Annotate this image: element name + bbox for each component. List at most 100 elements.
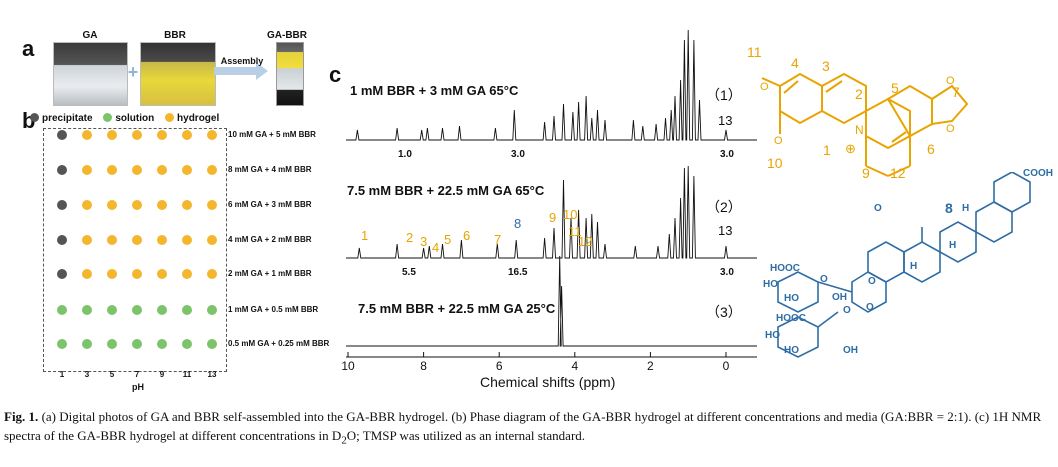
trace-3-label: 7.5 mM BBR + 22.5 mM GA 25°C <box>358 301 556 316</box>
phase-ph-tick: 13 <box>207 370 217 379</box>
ga-label: HOOC <box>776 313 806 324</box>
berberine-structure: O O N O O <box>760 72 969 177</box>
ga-label: COOH <box>1023 168 1053 179</box>
trace-1-integral-2: 3.0 <box>511 149 525 160</box>
legend-dot-solution <box>103 113 113 122</box>
phase-dot-hydrogel <box>82 130 92 140</box>
phase-dot-solution <box>57 305 67 315</box>
bbr-o-10: O <box>774 135 783 147</box>
ga-structure <box>777 172 1031 358</box>
nmr-x-axis-title: Chemical shifts (ppm) <box>480 374 616 390</box>
phase-dot-hydrogel <box>182 269 192 279</box>
bbr-o-11: O <box>760 81 769 93</box>
phase-ph-tick: 9 <box>159 370 165 379</box>
phase-dot-hydrogel <box>157 165 167 175</box>
phase-dot-precipitate <box>57 165 67 175</box>
phase-dot-hydrogel <box>82 235 92 245</box>
phase-dot-solution <box>107 305 117 315</box>
ga-label: HO <box>784 345 799 356</box>
phase-dot-hydrogel <box>132 165 142 175</box>
phase-dot-solution <box>57 339 67 349</box>
assembly-label: Assembly <box>220 56 264 66</box>
ga-label: H <box>962 203 970 214</box>
peak-label-12: 12 <box>578 234 593 249</box>
assembly-arrow <box>214 62 268 80</box>
ga-label: O <box>820 274 828 285</box>
phase-dot-solution <box>207 339 217 349</box>
phase-dot-precipitate <box>57 130 67 140</box>
ga-label: HO <box>784 293 799 304</box>
phase-dot-hydrogel <box>182 130 192 140</box>
phase-ph-tick: 1 <box>59 370 65 379</box>
trace-1-peak-13: 13 <box>718 113 733 128</box>
phase-dot-solution <box>157 339 167 349</box>
phase-dot-hydrogel <box>107 130 117 140</box>
trace-1-integral-3: 3.0 <box>720 149 734 160</box>
phase-row-label: 10 mM GA + 5 mM BBR <box>228 130 316 139</box>
phase-dot-precipitate <box>57 269 67 279</box>
photo-plus: + <box>127 62 139 82</box>
nmr-axis-tick-label: 10 <box>341 359 355 373</box>
phase-dot-hydrogel <box>207 130 217 140</box>
phase-row-label: 4 mM GA + 2 mM BBR <box>228 235 312 244</box>
legend-dot-hydrogel <box>165 113 175 122</box>
phase-row-label: 8 mM GA + 4 mM BBR <box>228 165 312 174</box>
phase-dot-hydrogel <box>82 269 92 279</box>
photo-bbr <box>140 42 216 106</box>
bbr-o-a: O <box>946 75 955 87</box>
ga-label: HO <box>763 279 778 290</box>
peak-label-8: 8 <box>514 216 522 231</box>
bbr-number-9: 9 <box>862 165 870 181</box>
photo-label-gabbr: GA-BBR <box>267 30 307 41</box>
caption-fig-label: Fig. 1. <box>4 409 39 424</box>
trace-2-index: （2） <box>706 199 742 215</box>
peak-label-11: 11 <box>568 224 582 239</box>
legend-label-hydrogel: hydrogel <box>177 113 220 124</box>
phase-dot-hydrogel <box>207 269 217 279</box>
trace-3-index: （3） <box>706 304 742 320</box>
trace-2-label: 7.5 mM BBR + 22.5 mM GA 65°C <box>347 183 545 198</box>
peak-label-4: 4 <box>432 240 440 255</box>
photo-ga <box>53 42 128 106</box>
bbr-number-12: 12 <box>890 165 906 181</box>
bbr-charge: ⊕ <box>845 141 856 156</box>
peak-label-5: 5 <box>444 232 452 247</box>
ga-label: O <box>843 305 851 316</box>
ga-number-8: 8 <box>945 200 953 216</box>
peak-label-1: 1 <box>361 228 369 243</box>
phase-row-label: 1 mM GA + 0.5 mM BBR <box>228 305 319 314</box>
trace-2-integral-1: 5.5 <box>402 267 416 278</box>
nmr-axis-tick-label: 0 <box>722 359 730 373</box>
trace-2-integral-3: 3.0 <box>720 267 734 278</box>
caption-subscript: 2 <box>341 434 347 447</box>
phase-ph-tick: 3 <box>84 370 90 379</box>
legend-label-solution: solution <box>115 113 155 124</box>
phase-xlabel: pH <box>132 382 144 392</box>
phase-dot-hydrogel <box>107 165 117 175</box>
phase-dot-hydrogel <box>107 235 117 245</box>
nmr-axis-tick-label: 6 <box>495 359 503 373</box>
photo-gabbr <box>276 42 304 106</box>
phase-dot-precipitate <box>57 235 67 245</box>
legend-dot-precipitate <box>30 113 39 122</box>
ga-label: OH <box>843 345 858 356</box>
phase-dot-solution <box>182 339 192 349</box>
phase-ph-tick: 11 <box>182 370 192 379</box>
trace-2-integral-2: 16.5 <box>508 267 528 278</box>
bbr-number-2: 2 <box>855 86 863 102</box>
phase-dot-hydrogel <box>107 200 117 210</box>
phase-dot-hydrogel <box>132 269 142 279</box>
peak-label-10: 10 <box>563 207 578 222</box>
phase-dot-solution <box>207 305 217 315</box>
panel-letter-a: a <box>22 36 35 61</box>
phase-dot-hydrogel <box>207 235 217 245</box>
bbr-number-5: 5 <box>891 80 899 96</box>
bbr-number-6: 6 <box>927 141 935 157</box>
phase-dot-solution <box>182 305 192 315</box>
phase-dot-hydrogel <box>82 165 92 175</box>
bbr-number-1: 1 <box>823 142 831 158</box>
ga-label: HOOC <box>770 263 800 274</box>
phase-dot-hydrogel <box>207 165 217 175</box>
trace-1-index: （1） <box>706 87 742 103</box>
photo-label-bbr: BBR <box>164 30 186 41</box>
